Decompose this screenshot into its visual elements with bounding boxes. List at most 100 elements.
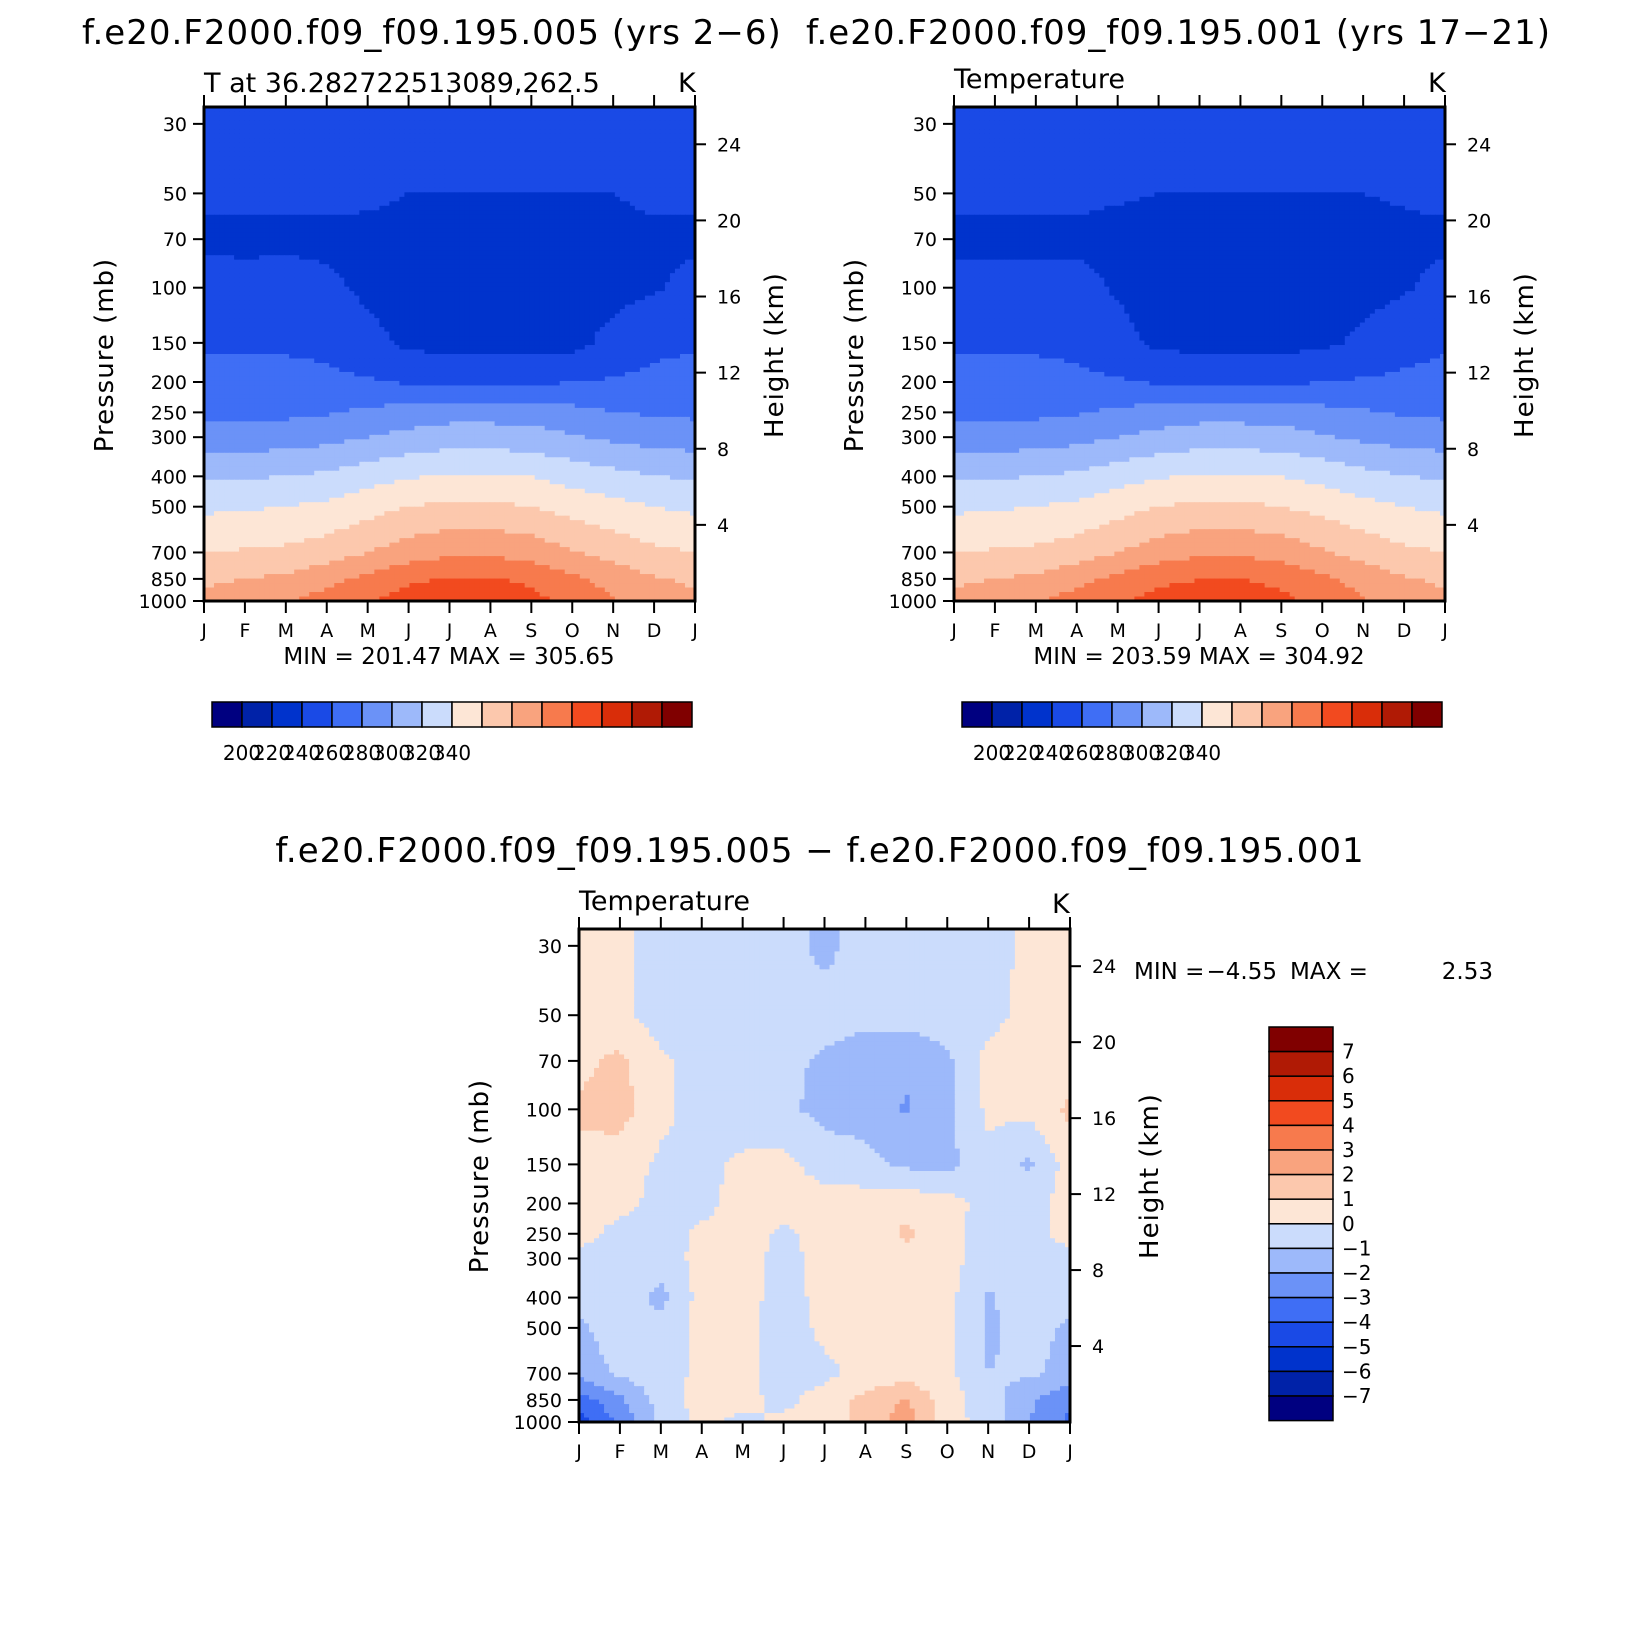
contour-cell	[620, 219, 626, 224]
contour-cell	[399, 143, 405, 148]
contour-cell	[254, 255, 260, 260]
contour-cell	[570, 237, 576, 242]
contour-cell	[399, 269, 405, 274]
contour-cell	[460, 188, 466, 193]
contour-cell	[490, 228, 496, 233]
contour-cell	[680, 210, 686, 215]
contour-cell	[414, 224, 420, 229]
contour-cell	[470, 251, 476, 256]
contour-cell	[244, 215, 250, 220]
contour-cell	[254, 156, 260, 161]
contour-cell	[680, 282, 686, 287]
contour-cell	[470, 192, 476, 197]
contour-cell	[520, 143, 526, 148]
contour-cell	[495, 251, 501, 256]
contour-cell	[414, 215, 420, 220]
contour-cell	[630, 152, 636, 157]
contour-cell	[475, 120, 481, 125]
contour-cell	[535, 282, 541, 287]
contour-cell	[470, 273, 476, 278]
contour-cell	[409, 228, 415, 233]
contour-cell	[460, 156, 466, 161]
contour-cell	[605, 296, 611, 301]
contour-cell	[460, 327, 466, 332]
contour-cell	[615, 278, 621, 283]
contour-cell	[244, 201, 250, 206]
contour-cell	[465, 233, 471, 238]
contour-cell	[229, 314, 235, 319]
contour-cell	[269, 116, 275, 121]
contour-cell	[254, 305, 260, 310]
contour-cell	[665, 255, 671, 260]
contour-cell	[645, 251, 651, 256]
contour-cell	[359, 228, 365, 233]
contour-cell	[389, 156, 395, 161]
contour-cell	[595, 296, 601, 301]
contour-cell	[364, 287, 370, 292]
contour-cell	[349, 282, 355, 287]
contour-cell	[515, 165, 521, 170]
contour-cell	[349, 179, 355, 184]
contour-cell	[384, 183, 390, 188]
contour-cell	[580, 251, 586, 256]
contour-cell	[249, 269, 255, 274]
contour-cell	[349, 138, 355, 143]
contour-cell	[269, 210, 275, 215]
contour-cell	[344, 237, 350, 242]
contour-cell	[595, 278, 601, 283]
contour-cell	[229, 161, 235, 166]
contour-cell	[645, 197, 651, 202]
contour-cell	[480, 237, 486, 242]
contour-cell	[359, 111, 365, 116]
contour-cell	[650, 192, 656, 197]
contour-cell	[650, 129, 656, 134]
contour-cell	[284, 129, 290, 134]
contour-cell	[570, 111, 576, 116]
contour-cell	[595, 269, 601, 274]
contour-cell	[490, 260, 496, 265]
contour-cell	[630, 300, 636, 305]
contour-cell	[359, 291, 365, 296]
contour-cell	[560, 210, 566, 215]
contour-cell	[450, 300, 456, 305]
contour-cell	[274, 237, 280, 242]
contour-cell	[670, 323, 676, 328]
contour-cell	[439, 264, 445, 269]
contour-cell	[585, 237, 591, 242]
contour-cell	[409, 327, 415, 332]
contour-cell	[495, 192, 501, 197]
contour-cell	[525, 147, 531, 152]
contour-cell	[394, 210, 400, 215]
contour-cell	[209, 143, 215, 148]
contour-cell	[655, 111, 661, 116]
contour-cell	[465, 287, 471, 292]
contour-cell	[384, 215, 390, 220]
contour-cell	[264, 323, 270, 328]
contour-cell	[364, 165, 370, 170]
contour-cell	[605, 210, 611, 215]
contour-cell	[299, 264, 305, 269]
contour-cell	[545, 174, 551, 179]
contour-cell	[600, 291, 606, 296]
contour-cell	[465, 273, 471, 278]
contour-cell	[344, 224, 350, 229]
contour-cell	[560, 228, 566, 233]
contour-cell	[334, 237, 340, 242]
contour-cell	[685, 210, 691, 215]
contour-cell	[304, 134, 310, 139]
contour-cell	[399, 161, 405, 166]
contour-cell	[279, 305, 285, 310]
contour-cell	[560, 206, 566, 211]
contour-cell	[470, 210, 476, 215]
contour-cell	[309, 134, 315, 139]
contour-cell	[244, 174, 250, 179]
contour-cell	[409, 188, 415, 193]
contour-cell	[269, 165, 275, 170]
contour-cell	[475, 327, 481, 332]
contour-cell	[279, 309, 285, 314]
contour-cell	[610, 219, 616, 224]
contour-cell	[545, 156, 551, 161]
contour-cell	[490, 273, 496, 278]
contour-cell	[535, 314, 541, 319]
contour-cell	[450, 210, 456, 215]
